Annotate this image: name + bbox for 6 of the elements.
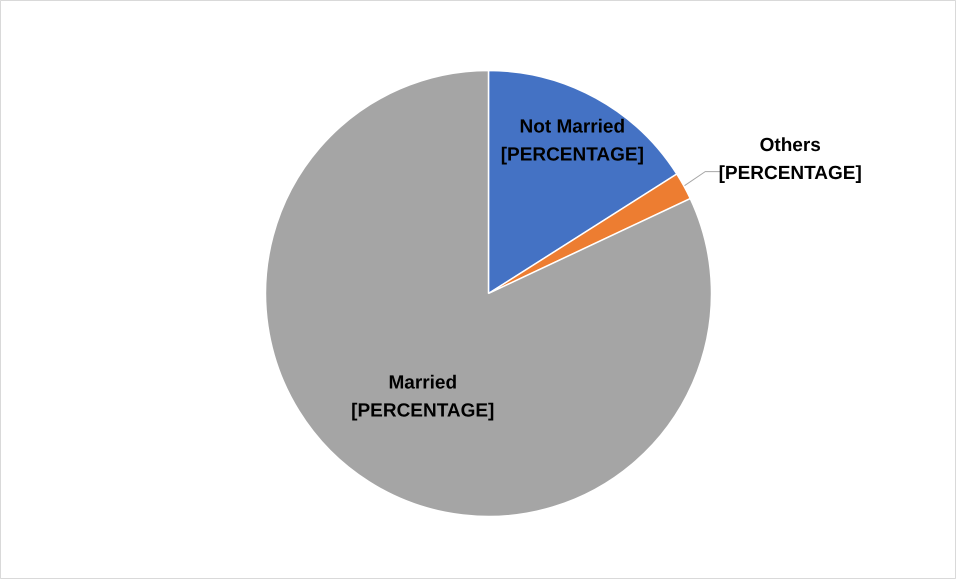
slice-label: Not Married [520, 116, 626, 138]
data-label: [PERCENTAGE] [718, 163, 862, 184]
data-label: [PERCENTAGE] [351, 400, 494, 422]
slice-label: Married [388, 372, 458, 394]
slice-label: Others [760, 135, 821, 156]
data-label: [PERCENTAGE] [500, 144, 644, 166]
